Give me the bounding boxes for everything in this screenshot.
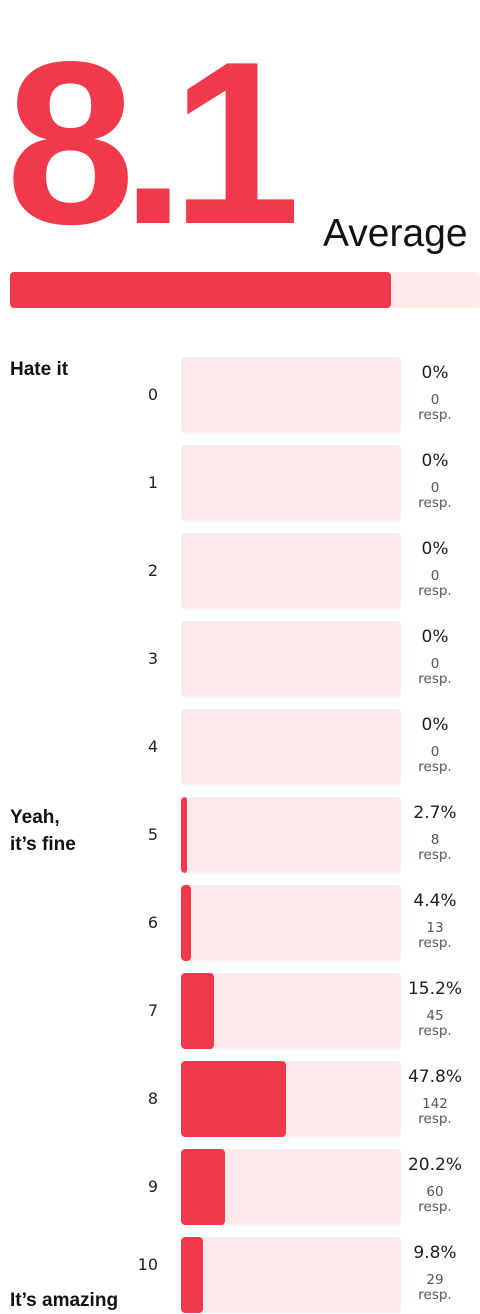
response-count: 13 resp. <box>395 921 475 951</box>
bar-track <box>181 797 401 873</box>
response-count: 0 resp. <box>395 393 475 423</box>
average-progress-fill <box>10 272 391 308</box>
percent-label: 0% <box>421 451 449 471</box>
response-count-value: 45 <box>426 1008 444 1024</box>
response-count: 60 resp. <box>395 1185 475 1215</box>
average-score: 8.1 <box>6 14 300 273</box>
response-count-value: 142 <box>422 1096 448 1112</box>
scale-label-low: Hate it <box>10 359 69 380</box>
response-count-unit: resp. <box>418 759 452 775</box>
response-count: 0 resp. <box>395 745 475 775</box>
percent-label: 20.2% <box>407 1155 462 1175</box>
bar <box>181 1237 203 1313</box>
response-count-unit: resp. <box>418 935 452 951</box>
bar-track <box>181 709 401 785</box>
score-label: 9 <box>147 1177 158 1196</box>
scale-label-high: It’s amazing <box>10 1290 119 1311</box>
percent-label: 0% <box>421 539 449 559</box>
response-count-unit: resp. <box>418 1287 452 1303</box>
response-count-value: 8 <box>430 832 440 848</box>
score-label: 3 <box>147 649 158 668</box>
score-label: 6 <box>147 913 158 932</box>
response-count-unit: resp. <box>418 583 452 599</box>
percent-label: 4.4% <box>413 891 457 911</box>
response-count-value: 0 <box>430 568 440 584</box>
response-count-value: 0 <box>430 656 440 672</box>
score-label: 5 <box>147 825 158 844</box>
response-count-value: 60 <box>426 1184 444 1200</box>
percent-label: 0% <box>421 627 449 647</box>
bar <box>181 797 187 873</box>
score-label: 0 <box>147 385 158 404</box>
score-label: 4 <box>147 737 158 756</box>
response-count: 29 resp. <box>395 1273 475 1303</box>
response-count-value: 0 <box>430 392 440 408</box>
percent-label: 9.8% <box>413 1243 457 1263</box>
percent-label: 2.7% <box>413 803 457 823</box>
response-count-value: 0 <box>430 744 440 760</box>
response-count-unit: resp. <box>418 847 452 863</box>
percent-label: 0% <box>421 363 449 383</box>
response-count: 142 resp. <box>395 1097 475 1127</box>
percent-label: 47.8% <box>407 1067 462 1087</box>
response-count-unit: resp. <box>418 1111 452 1127</box>
bar-track <box>181 533 401 609</box>
response-count: 45 resp. <box>395 1009 475 1039</box>
response-count-value: 29 <box>426 1272 444 1288</box>
score-label: 2 <box>147 561 158 580</box>
bar-track <box>181 973 401 1049</box>
bar-track <box>181 357 401 433</box>
response-count: 0 resp. <box>395 657 475 687</box>
bar <box>181 973 215 1049</box>
response-count: 0 resp. <box>395 569 475 599</box>
bar-track <box>181 1237 401 1313</box>
bar-track <box>181 1149 401 1225</box>
bar-track <box>181 445 401 521</box>
bar <box>181 885 191 961</box>
response-count-unit: resp. <box>418 495 452 511</box>
response-count-unit: resp. <box>418 407 452 423</box>
score-label: 10 <box>137 1255 158 1274</box>
bar-track <box>181 621 401 697</box>
percent-label: 0% <box>421 715 449 735</box>
response-count: 0 resp. <box>395 481 475 511</box>
response-count-unit: resp. <box>418 1023 452 1039</box>
response-count-unit: resp. <box>418 671 452 687</box>
scale-label-mid-line1: Yeah, <box>10 807 60 828</box>
response-count: 8 resp. <box>395 833 475 863</box>
response-count-value: 0 <box>430 480 440 496</box>
score-label: 8 <box>147 1089 158 1108</box>
score-label: 1 <box>147 473 158 492</box>
score-label: 7 <box>147 1001 158 1020</box>
percent-label: 15.2% <box>407 979 462 999</box>
bar <box>181 1149 226 1225</box>
bar <box>181 1061 287 1137</box>
scale-label-mid: Yeah, it’s fine <box>10 804 76 858</box>
average-progress-track <box>10 272 480 308</box>
response-count-value: 13 <box>426 920 444 936</box>
scale-label-mid-line2: it’s fine <box>10 834 76 855</box>
bar-track <box>181 885 401 961</box>
average-label: Average <box>323 212 468 255</box>
bar-track <box>181 1061 401 1137</box>
response-count-unit: resp. <box>418 1199 452 1215</box>
